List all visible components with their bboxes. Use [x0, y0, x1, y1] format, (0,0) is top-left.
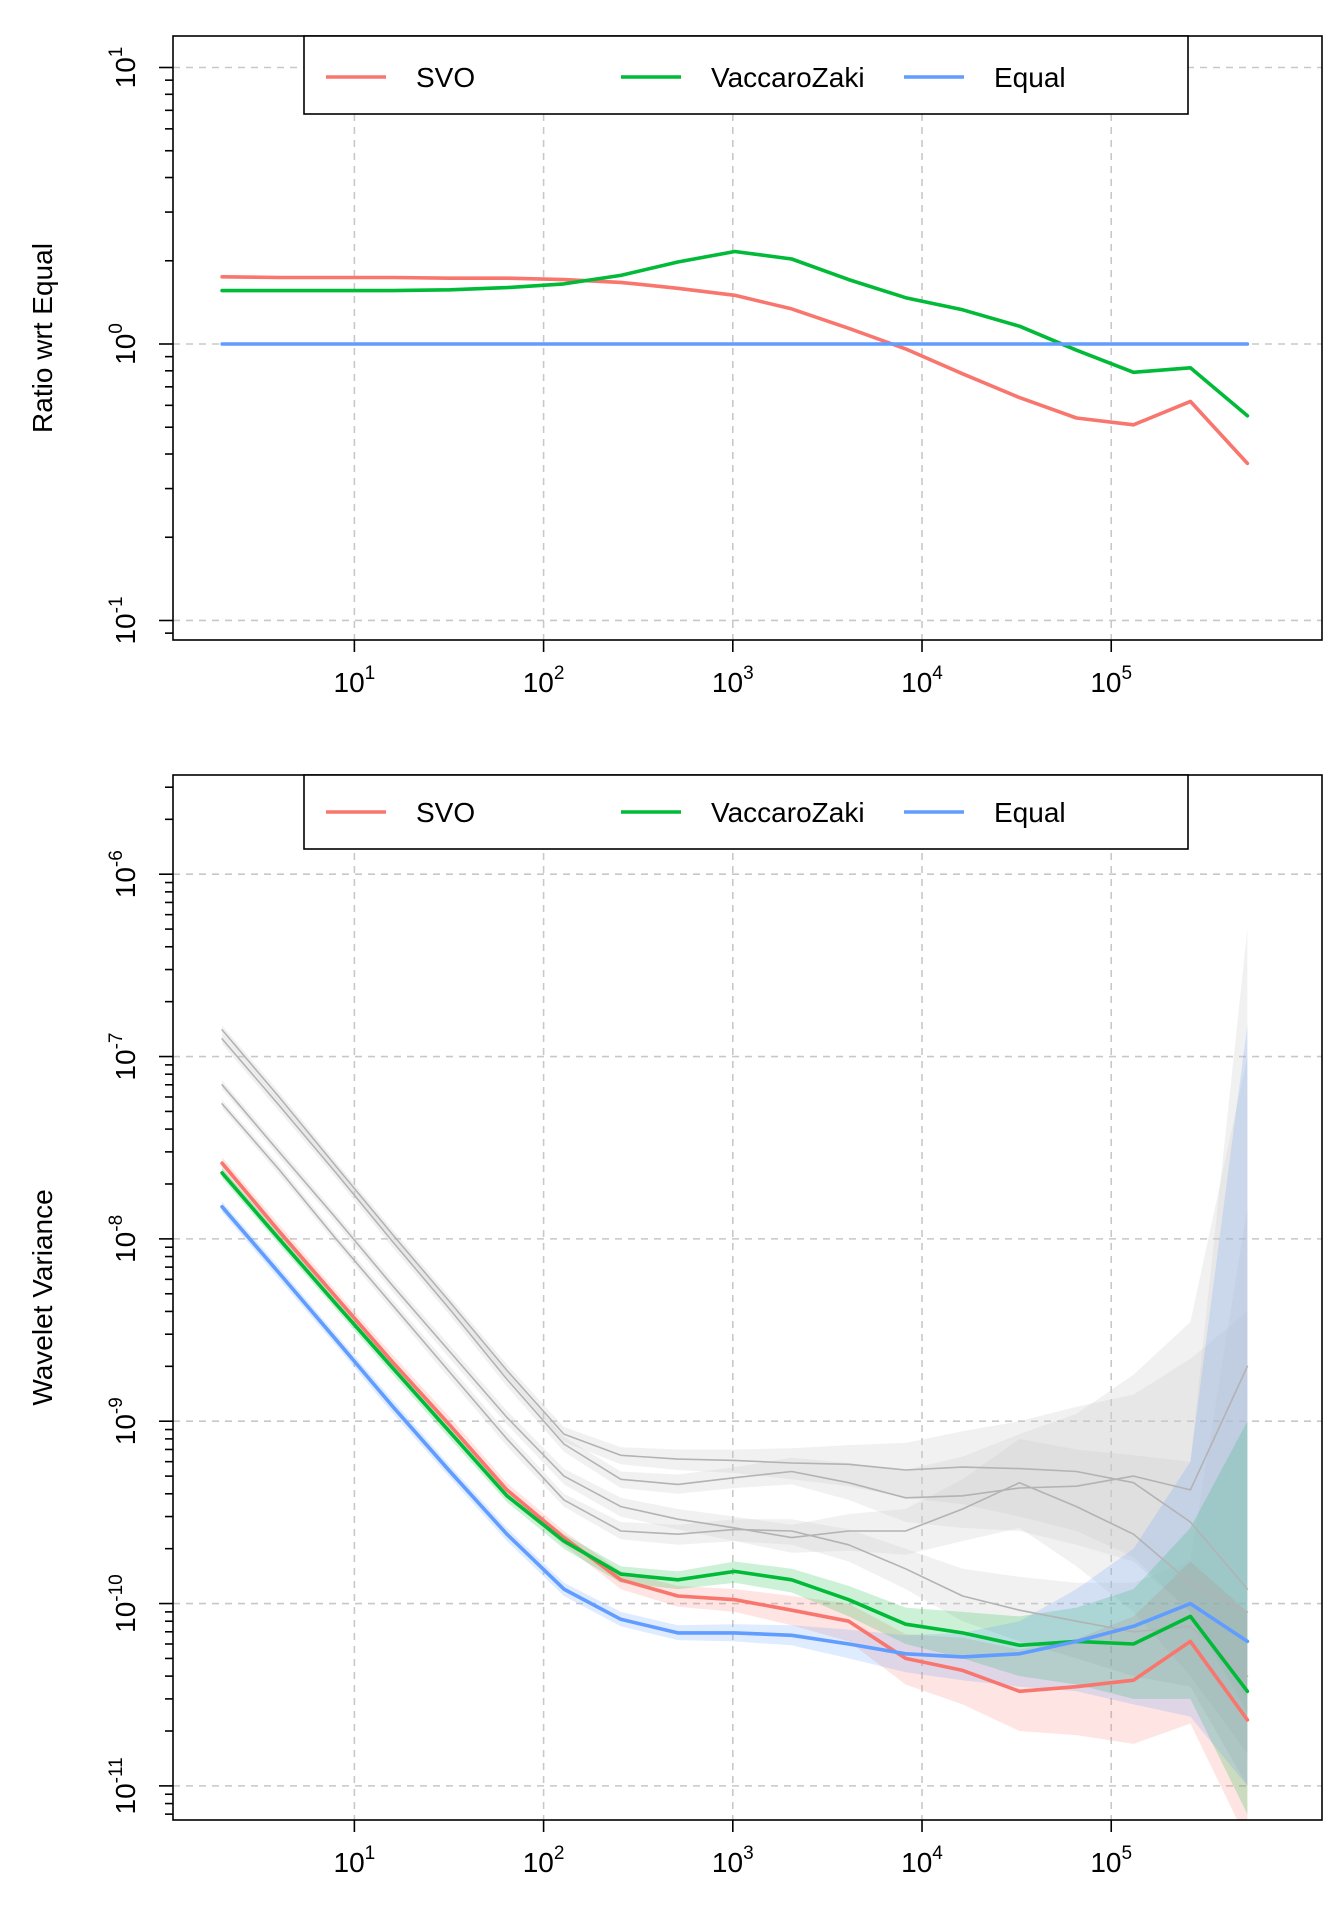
- x-tick-label: 102: [523, 1843, 565, 1878]
- y-tick-label: 10-1: [106, 596, 141, 644]
- vaccarozaki-confidence-band: [222, 1167, 1248, 1815]
- wavelet-variance-panel: 101 102 103 104 10510-1110-1010-910-810-710-…: [27, 774, 1323, 1878]
- y-tick-label: 101: [106, 47, 141, 89]
- y-tick-label: 10-6: [106, 850, 141, 898]
- legend-label-svo: SVO: [416, 797, 475, 828]
- x-tick-label: 104: [901, 1843, 943, 1878]
- x-tick-label: 105: [1090, 663, 1132, 698]
- y-axis-title: Ratio wrt Equal: [27, 243, 58, 433]
- legend-label-equal: Equal: [994, 797, 1066, 828]
- plot-area: [220, 929, 1250, 1820]
- svo-series-line: [220, 275, 1250, 466]
- x-tick-label: 102: [523, 663, 565, 698]
- x-tick-label: 105: [1090, 1843, 1132, 1878]
- y-axis: 10-11 10-10 10-9 10-8 10-7 10-6: [106, 786, 173, 1815]
- y-axis: 10-1 100 101: [106, 47, 173, 645]
- legend: SVO VaccaroZaki Equal: [303, 35, 1189, 115]
- x-tick-label: 103: [712, 663, 754, 698]
- y-tick-label: 100: [106, 323, 141, 365]
- x-axis: 101 102 103 104 105: [334, 640, 1132, 698]
- reference-series-line: [221, 1103, 1249, 1677]
- x-axis: 101 102 103 104 105: [334, 1820, 1132, 1878]
- y-tick-label: 10-9: [106, 1397, 141, 1445]
- y-axis-title: Wavelet Variance: [27, 1189, 58, 1405]
- legend-label-equal: Equal: [994, 62, 1066, 93]
- grid: [173, 775, 1322, 1820]
- plot-area: [220, 249, 1250, 466]
- x-tick-label: 103: [712, 1843, 754, 1878]
- x-tick-label: 101: [334, 663, 376, 698]
- y-tick-label: 10-8: [106, 1215, 141, 1263]
- legend: SVO VaccaroZaki Equal: [303, 774, 1189, 850]
- reference-confidence-band: [222, 1099, 1248, 1786]
- legend-box: [303, 774, 1189, 850]
- reference-series-line: [221, 1029, 1249, 1590]
- legend-label-vaccarozaki: VaccaroZaki: [711, 797, 865, 828]
- y-tick-label: 10-7: [106, 1033, 141, 1081]
- y-tick-label: 10-11: [106, 1757, 141, 1814]
- legend-box: [303, 35, 1189, 115]
- x-tick-label: 104: [901, 663, 943, 698]
- legend-label-vaccarozaki: VaccaroZaki: [711, 62, 865, 93]
- reference-series-line: [221, 1084, 1249, 1613]
- equal-series-line: [220, 1205, 1250, 1659]
- reference-series-line: [221, 1038, 1249, 1499]
- y-tick-label: 10-10: [106, 1574, 141, 1633]
- legend-label-svo: SVO: [416, 62, 475, 93]
- ratio-panel: 101 102 103 104 105 10-1 100 101 Ratio wrt Equal…: [27, 35, 1323, 698]
- x-tick-label: 101: [334, 1843, 376, 1878]
- vaccarozaki-series-line: [220, 249, 1250, 418]
- svo-series-line: [220, 1161, 1250, 1722]
